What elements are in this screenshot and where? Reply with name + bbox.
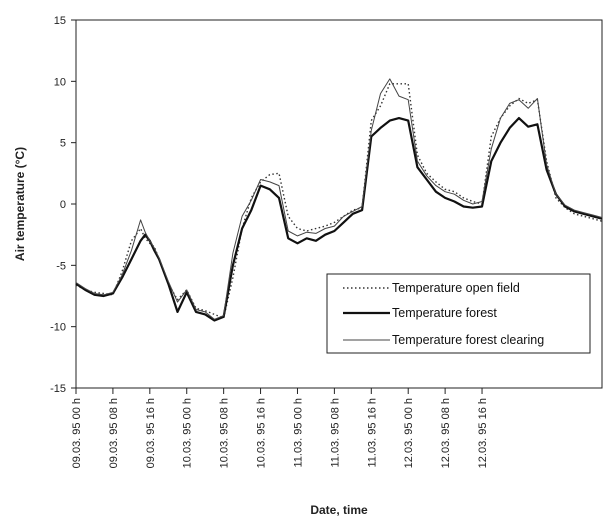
series-line-forest bbox=[75, 116, 603, 322]
x-tick-label: 11.03. 95 16 h bbox=[366, 398, 378, 468]
x-axis-ticks: 09.03. 95 00 h 09.03. 95 08 h 09.03. 95 16… bbox=[71, 388, 489, 468]
x-tick-label: 09.03. 95 16 h bbox=[145, 398, 157, 468]
legend-label-forest-clearing: Temperature forest clearing bbox=[392, 333, 544, 347]
x-tick-label: 10.03. 95 00 h bbox=[182, 398, 194, 468]
y-tick-label: 0 bbox=[60, 199, 66, 211]
series-line-forest-clearing bbox=[75, 78, 603, 320]
y-axis-title: Air temperature (°C) bbox=[13, 147, 27, 261]
legend: Temperature open field Temperature fores… bbox=[326, 273, 591, 354]
legend-label-open-field: Temperature open field bbox=[392, 281, 520, 295]
x-tick-label: 10.03. 95 08 h bbox=[219, 398, 231, 468]
x-tick-label: 12.03. 95 00 h bbox=[403, 398, 415, 468]
y-tick-label: -15 bbox=[50, 383, 66, 395]
x-tick-label: 11.03. 95 00 h bbox=[292, 398, 304, 468]
y-tick-label: 10 bbox=[54, 76, 66, 88]
x-tick-label: 09.03. 95 00 h bbox=[71, 398, 83, 468]
x-tick-label: 09.03. 95 08 h bbox=[108, 398, 120, 468]
x-tick-label: 11.03. 95 08 h bbox=[329, 398, 341, 468]
x-axis-title: Date, time bbox=[310, 503, 368, 517]
x-tick-label: 10.03. 95 16 h bbox=[256, 398, 268, 468]
x-tick-label: 12.03. 95 08 h bbox=[440, 398, 452, 468]
legend-label-forest: Temperature forest bbox=[392, 306, 497, 320]
x-tick-label: 12.03. 95 16 h bbox=[477, 398, 489, 468]
y-tick-label: -5 bbox=[56, 260, 66, 272]
y-tick-label: -10 bbox=[50, 322, 66, 334]
series-lines bbox=[75, 78, 603, 322]
y-tick-label: 15 bbox=[54, 15, 66, 27]
y-axis-ticks: 15 10 5 0 -5 -10 -15 bbox=[50, 15, 76, 395]
y-tick-label: 5 bbox=[60, 138, 66, 150]
